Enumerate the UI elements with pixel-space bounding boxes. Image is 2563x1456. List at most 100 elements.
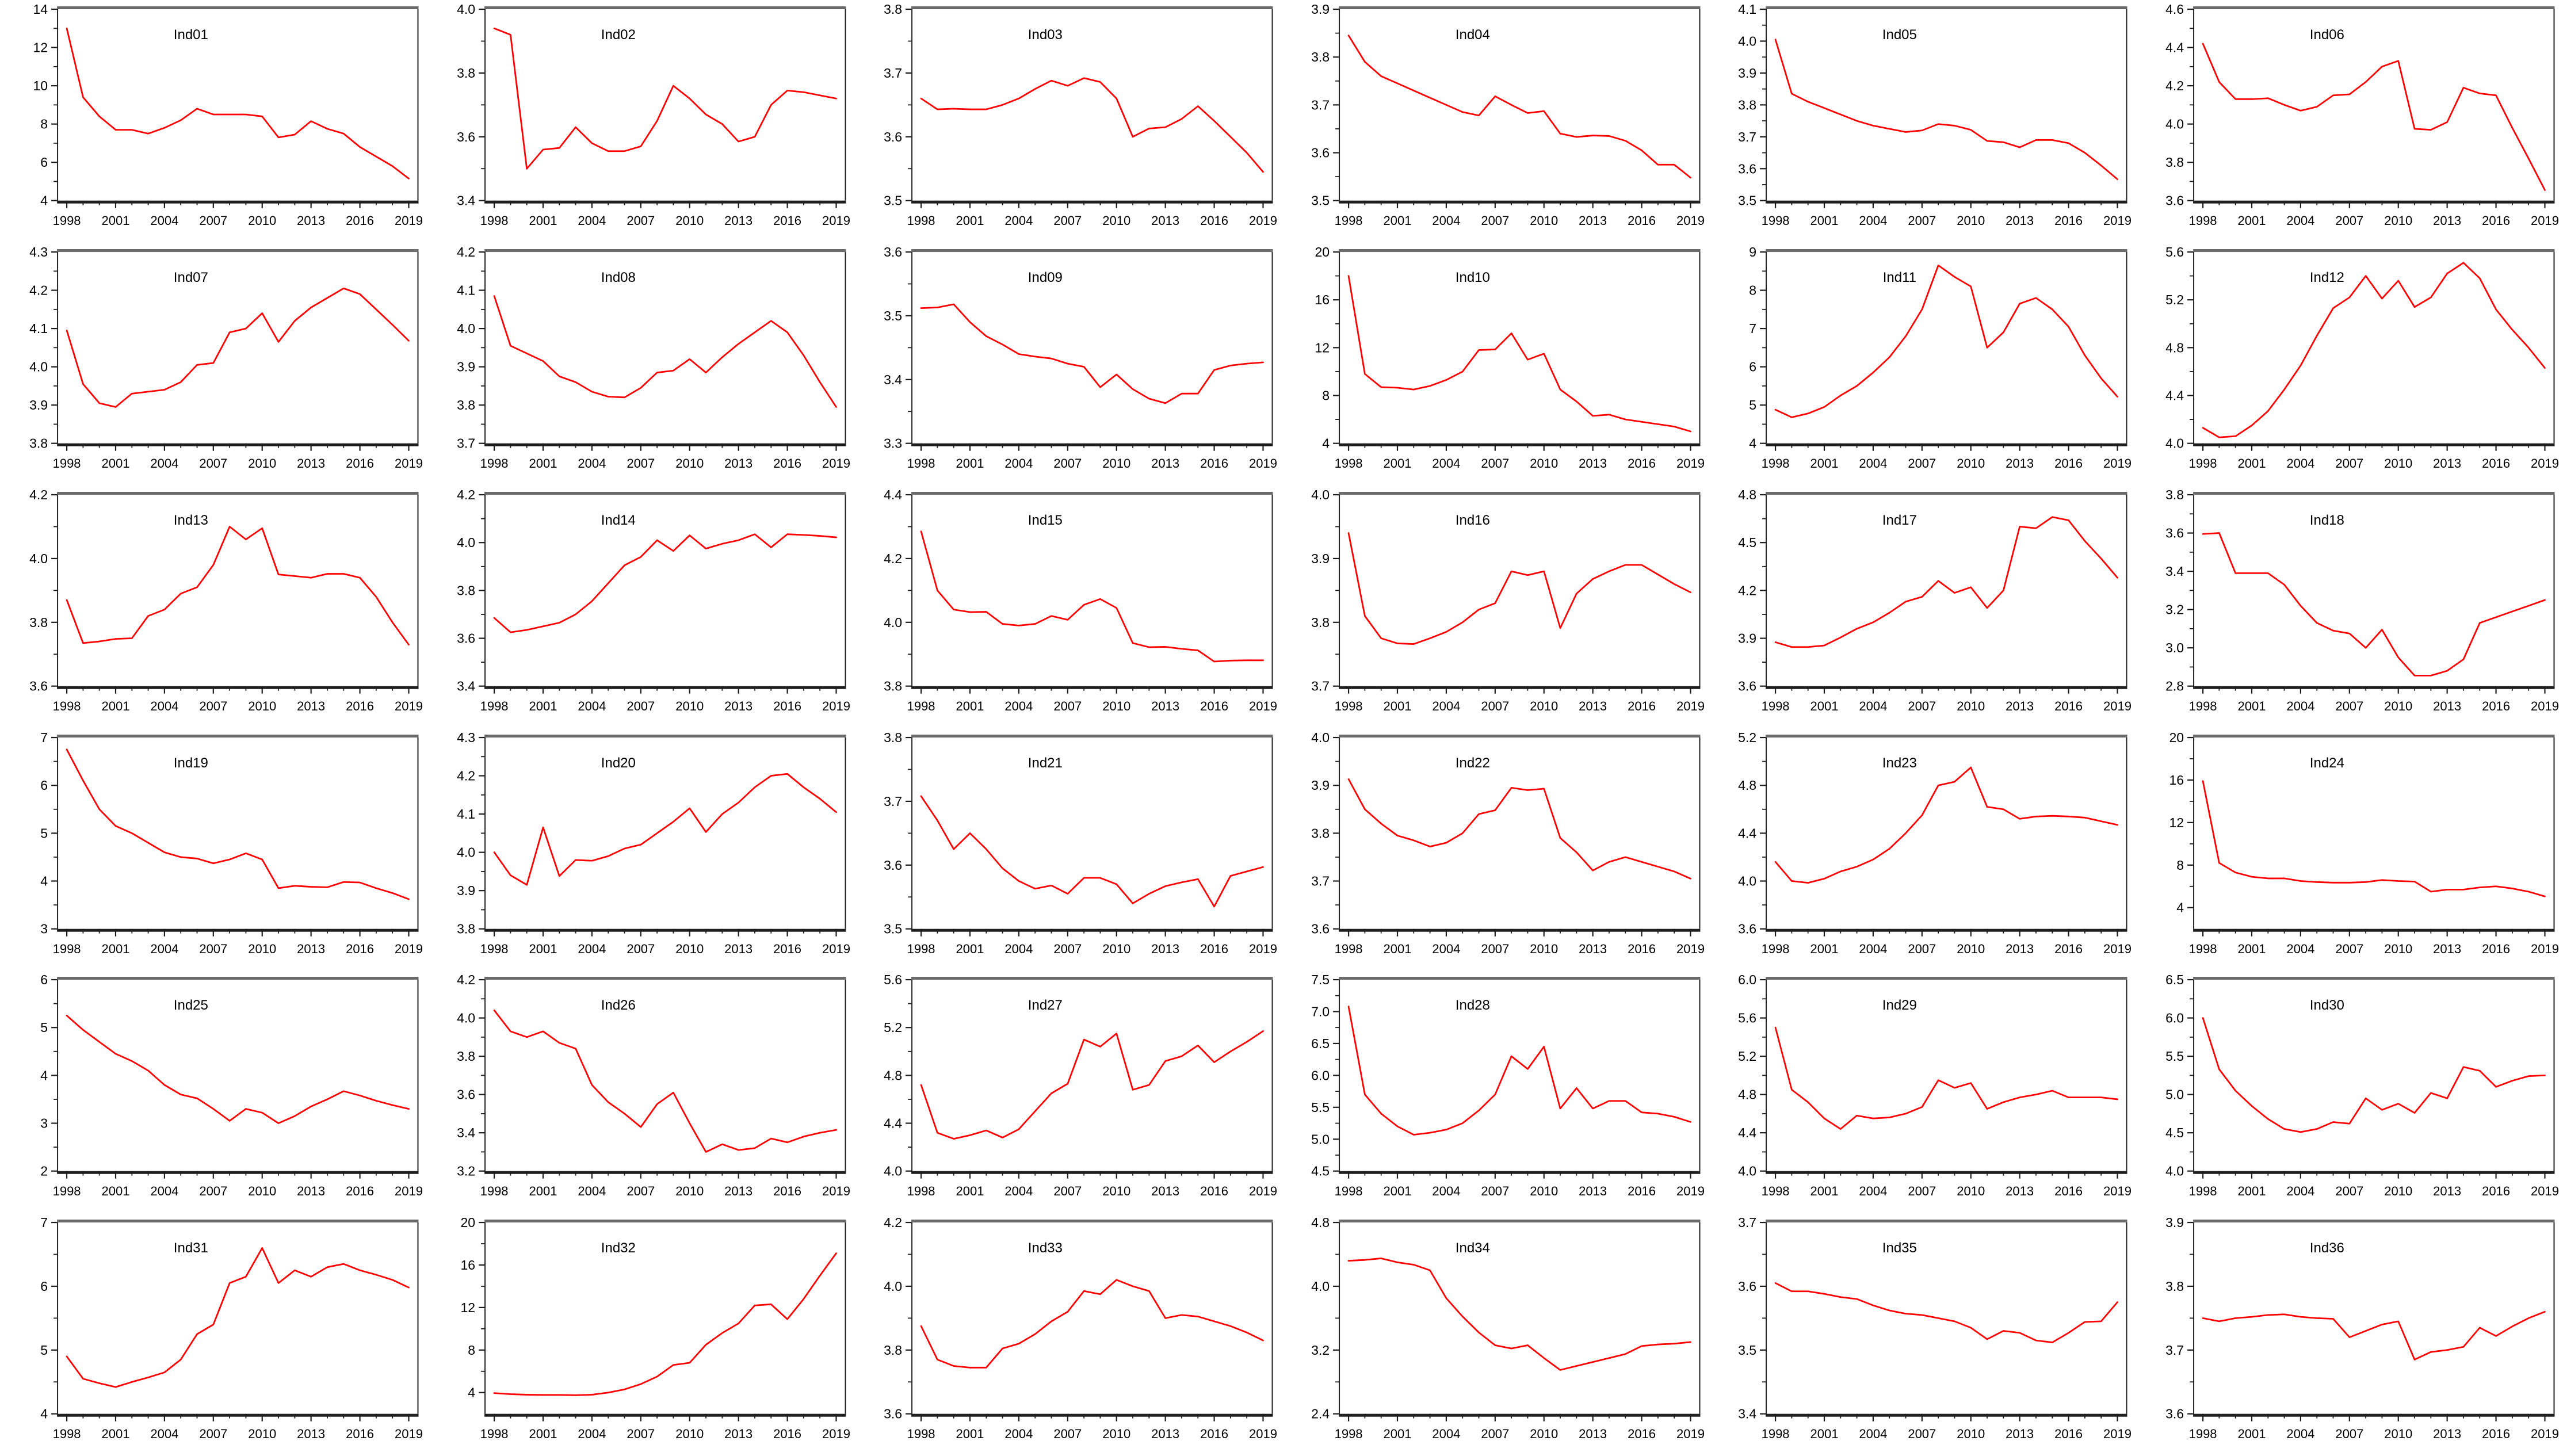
x-tick-label: 2013 xyxy=(2433,456,2461,471)
x-tick-label: 2007 xyxy=(1481,698,1509,713)
x-tick-label: 2016 xyxy=(2482,1427,2510,1441)
x-tick-label: 1998 xyxy=(480,456,508,471)
series-line-ind19 xyxy=(66,748,410,900)
x-tick-label: 2004 xyxy=(1004,698,1033,713)
x-tick-label: 2016 xyxy=(773,941,801,956)
x-tick-label: 2001 xyxy=(529,456,557,471)
chart-svg-ind31: 4 5 6 7 1998 2001 2004 2007 2010 2013 2016 2019 Ind3… xyxy=(40,1215,423,1441)
y-tick-label: 4.4 xyxy=(1738,1125,1756,1140)
y-tick-label: 3.8 xyxy=(2165,487,2184,502)
y-tick-label: 3.5 xyxy=(884,308,902,323)
x-tick-label: 2001 xyxy=(1810,698,1839,713)
x-tick-label: 2010 xyxy=(1102,1427,1130,1441)
x-tick-label: 2007 xyxy=(1053,213,1082,228)
y-tick-label: 3.8 xyxy=(884,678,902,693)
series-line-ind36 xyxy=(2202,1310,2546,1361)
x-tick-label: 2001 xyxy=(1810,941,1839,956)
x-tick-label: 2001 xyxy=(1383,1184,1411,1198)
y-tick-label: 4.0 xyxy=(1738,1164,1756,1179)
series-line-ind21 xyxy=(920,795,1264,907)
y-tick-label: 20 xyxy=(460,1215,475,1230)
x-tick-label: 1998 xyxy=(480,941,508,956)
y-tick-label: 10 xyxy=(33,78,48,93)
chart-title: Ind01 xyxy=(174,27,208,43)
y-tick-label: 4.0 xyxy=(457,1011,475,1026)
x-tick-label: 2004 xyxy=(1004,456,1033,471)
x-tick-label: 2004 xyxy=(150,698,178,713)
series-line-ind15 xyxy=(920,530,1264,663)
x-tick-label: 2013 xyxy=(1151,456,1179,471)
x-tick-label: 1998 xyxy=(2188,456,2217,471)
y-tick-label: 3.9 xyxy=(29,398,48,412)
x-tick-label: 2010 xyxy=(2384,1184,2412,1198)
x-tick-label: 2001 xyxy=(1810,456,1839,471)
y-tick-label: 5.0 xyxy=(1311,1132,1330,1147)
x-tick-label: 1998 xyxy=(1334,1184,1362,1198)
y-tick-label: 3.8 xyxy=(2165,155,2184,170)
x-tick-label: 2019 xyxy=(2103,213,2132,228)
chart-panel-ind31: 4 5 6 7 1998 2001 2004 2007 2010 2013 2016 2019 Ind3… xyxy=(0,1213,427,1456)
chart-svg-ind35: 3.4 3.5 3.6 3.7 1998 2001 2004 2007 2010 2013 2016… xyxy=(1738,1215,2132,1441)
x-tick-label: 2004 xyxy=(1004,213,1033,228)
x-tick-label: 2019 xyxy=(1676,456,1705,471)
x-tick-label: 2010 xyxy=(248,213,276,228)
x-tick-label: 1998 xyxy=(53,698,81,713)
y-tick-label: 4.3 xyxy=(457,730,475,745)
chart-panel-ind05: 3.5 3.6 3.7 3.8 3.9 4.0 4.1 1998 2001 2004 2007 201… xyxy=(1709,0,2136,243)
x-tick-label: 2010 xyxy=(248,1427,276,1441)
x-tick-label: 2004 xyxy=(1432,1184,1460,1198)
x-tick-label: 2007 xyxy=(2335,456,2363,471)
y-tick-label: 3.8 xyxy=(884,730,902,745)
x-tick-label: 1998 xyxy=(2188,213,2217,228)
y-tick-label: 3 xyxy=(40,1116,48,1131)
x-tick-label: 2010 xyxy=(2384,698,2412,713)
chart-title: Ind21 xyxy=(1028,755,1063,771)
y-tick-label: 14 xyxy=(33,2,48,17)
chart-svg-ind29: 4.0 4.4 4.8 5.2 5.6 6.0 1998 2001 2004 2007 2010 20… xyxy=(1738,972,2132,1198)
series-line-ind20 xyxy=(493,773,837,886)
x-tick-label: 2019 xyxy=(2103,456,2132,471)
y-tick-label: 3.6 xyxy=(884,857,902,872)
x-tick-label: 2007 xyxy=(2335,1184,2363,1198)
y-tick-label: 6.0 xyxy=(1311,1068,1330,1083)
chart-panel-ind16: 3.7 3.8 3.9 4.0 1998 2001 2004 2007 2010 2013 2016… xyxy=(1281,485,1709,728)
chart-svg-ind16: 3.7 3.8 3.9 4.0 1998 2001 2004 2007 2010 2013 2016… xyxy=(1311,487,1705,713)
chart-svg-ind27: 4.0 4.4 4.8 5.2 5.6 1998 2001 2004 2007 2010 2013 2… xyxy=(884,972,1277,1198)
x-tick-label: 1998 xyxy=(1334,698,1362,713)
x-tick-label: 2016 xyxy=(346,1427,374,1441)
chart-title: Ind32 xyxy=(601,1240,635,1256)
chart-panel-ind13: 3.6 3.8 4.0 4.2 1998 2001 2004 2007 2010 2013 2016… xyxy=(0,485,427,728)
x-tick-label: 2004 xyxy=(1004,941,1033,956)
x-tick-label: 2010 xyxy=(1957,1184,1985,1198)
x-tick-label: 2007 xyxy=(2335,1427,2363,1441)
y-tick-label: 4.3 xyxy=(29,244,48,259)
y-tick-label: 4 xyxy=(2176,900,2184,915)
x-tick-label: 2004 xyxy=(150,1427,178,1441)
y-tick-label: 4.5 xyxy=(1311,1164,1330,1179)
chart-svg-ind13: 3.6 3.8 4.0 4.2 1998 2001 2004 2007 2010 2013 2016… xyxy=(29,487,423,713)
x-tick-label: 2019 xyxy=(1249,941,1277,956)
x-tick-label: 2016 xyxy=(1200,1184,1228,1198)
y-tick-label: 4.0 xyxy=(1738,33,1756,48)
y-tick-label: 3.7 xyxy=(2165,1343,2184,1358)
y-tick-label: 3.6 xyxy=(2165,193,2184,208)
chart-svg-ind28: 4.5 5.0 5.5 6.0 6.5 7.0 7.5 1998 2001 2004 2007 201… xyxy=(1311,972,1705,1198)
chart-panel-ind25: 2 3 4 5 6 1998 2001 2004 2007 2010 2013 2016 2019 Ind… xyxy=(0,970,427,1214)
y-tick-label: 3.6 xyxy=(2165,525,2184,540)
y-tick-label: 3.9 xyxy=(457,883,475,898)
y-tick-label: 5.0 xyxy=(2165,1087,2184,1102)
x-tick-label: 2004 xyxy=(578,941,606,956)
x-tick-label: 2001 xyxy=(1810,1184,1839,1198)
y-tick-label: 7 xyxy=(1749,321,1756,336)
chart-panel-ind04: 3.5 3.6 3.7 3.8 3.9 1998 2001 2004 2007 2010 2013 2… xyxy=(1281,0,1709,243)
y-tick-label: 4.0 xyxy=(1311,1279,1330,1294)
x-tick-label: 2016 xyxy=(1200,213,1228,228)
x-tick-label: 2019 xyxy=(1676,941,1705,956)
chart-panel-ind33: 3.6 3.8 4.0 4.2 1998 2001 2004 2007 2010 2013 2016… xyxy=(854,1213,1282,1456)
x-tick-label: 2007 xyxy=(627,456,655,471)
chart-title: Ind09 xyxy=(1028,270,1063,285)
x-tick-label: 2016 xyxy=(773,456,801,471)
y-tick-label: 4.0 xyxy=(457,535,475,550)
x-tick-label: 2013 xyxy=(724,941,753,956)
series-line-ind33 xyxy=(920,1279,1264,1369)
